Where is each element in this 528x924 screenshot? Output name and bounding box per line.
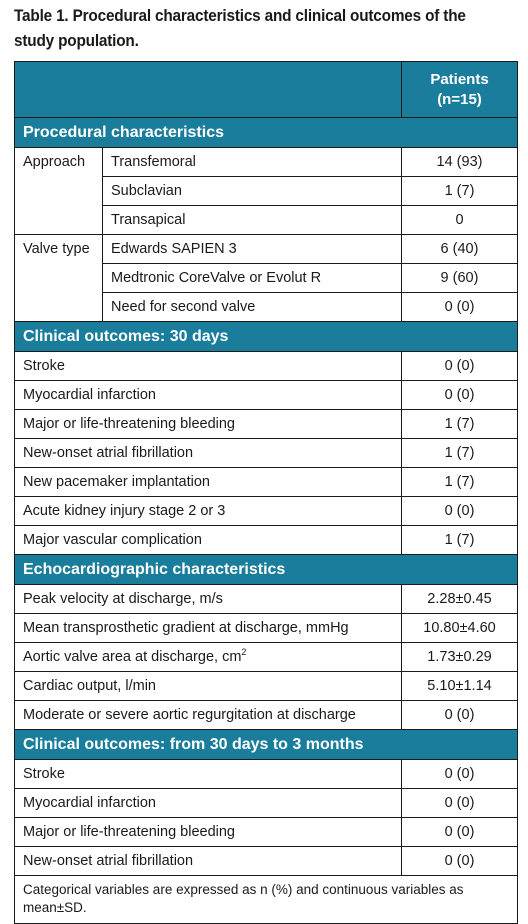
row-label: Peak velocity at discharge, m/s (14, 584, 402, 614)
patients-header-line1: Patients (430, 70, 489, 88)
table-row: Subclavian 1 (7) (15, 176, 518, 206)
row-value: 0 (0) (401, 351, 518, 381)
table-row: Myocardial infarction 0 (0) (14, 380, 518, 410)
patients-header-line2: (n=15) (437, 90, 482, 108)
row-label: Transfemoral (102, 147, 402, 177)
table-row: Major vascular complication 1 (7) (14, 525, 518, 555)
row-value: 0 (401, 205, 518, 235)
row-value: 0 (0) (401, 759, 518, 789)
table-row: Major or life-threatening bleeding 1 (7) (14, 409, 518, 439)
row-value: 0 (0) (401, 817, 518, 847)
table-caption: Table 1. Procedural characteristics and … (14, 7, 466, 50)
group-label-approach: Approach (14, 147, 103, 235)
section-title: Procedural characteristics (14, 117, 518, 148)
group-label-valve-type: Valve type (14, 234, 103, 322)
section-header-echocardiographic: Echocardiographic characteristics (14, 554, 518, 585)
row-label: New-onset atrial fibrillation (14, 846, 402, 876)
row-value: 0 (0) (401, 496, 518, 526)
row-label: Subclavian (102, 176, 402, 206)
row-value: 1 (7) (401, 438, 518, 468)
row-value: 1.73±0.29 (401, 642, 518, 672)
table-row: Major or life-threatening bleeding 0 (0) (14, 817, 518, 847)
row-value: 14 (93) (401, 147, 518, 177)
row-label: Major or life-threatening bleeding (14, 409, 402, 439)
patients-column-header: Patients (n=15) (401, 61, 518, 118)
row-value: 1 (7) (401, 409, 518, 439)
table-row: Aortic valve area at discharge, cm2 1.73… (14, 642, 518, 672)
section-header-outcomes-3-months: Clinical outcomes: from 30 days to 3 mon… (14, 729, 518, 760)
table-header-row: Patients (n=15) (14, 61, 518, 118)
table-row: Mean transprosthetic gradient at dischar… (14, 613, 518, 643)
table-row: Stroke 0 (0) (14, 759, 518, 789)
row-value: 9 (60) (401, 263, 518, 293)
row-label: Mean transprosthetic gradient at dischar… (14, 613, 402, 643)
section-title: Clinical outcomes: 30 days (14, 321, 518, 352)
row-value: 0 (0) (401, 380, 518, 410)
table-row: Stroke 0 (0) (14, 351, 518, 381)
row-label: Myocardial infarction (14, 788, 402, 818)
table-footnote: Categorical variables are expressed as n… (14, 875, 518, 924)
table-row: Myocardial infarction 0 (0) (14, 788, 518, 818)
table-row: New pacemaker implantation 1 (7) (14, 467, 518, 497)
table-row: Medtronic CoreValve or Evolut R 9 (60) (15, 263, 518, 293)
results-table: Patients (n=15) Procedural characteristi… (14, 61, 518, 924)
section-title: Clinical outcomes: from 30 days to 3 mon… (14, 729, 518, 760)
row-value: 1 (7) (401, 525, 518, 555)
row-label-with-unit: Aortic valve area at discharge, cm2 (14, 642, 402, 672)
row-value: 1 (7) (401, 176, 518, 206)
table-row: New-onset atrial fibrillation 1 (7) (14, 438, 518, 468)
row-value: 0 (0) (401, 846, 518, 876)
row-value: 6 (40) (401, 234, 518, 264)
row-label: Stroke (14, 759, 402, 789)
row-label: Medtronic CoreValve or Evolut R (102, 263, 402, 293)
section-header-outcomes-30-days: Clinical outcomes: 30 days (14, 321, 518, 352)
row-value: 2.28±0.45 (401, 584, 518, 614)
row-value: 0 (0) (401, 788, 518, 818)
table-row: Peak velocity at discharge, m/s 2.28±0.4… (14, 584, 518, 614)
row-label: Acute kidney injury stage 2 or 3 (14, 496, 402, 526)
row-label: Stroke (14, 351, 402, 381)
row-label: Major vascular complication (14, 525, 402, 555)
table-row: Need for second valve 0 (0) (15, 292, 518, 322)
table-row: Acute kidney injury stage 2 or 3 0 (0) (14, 496, 518, 526)
header-blank-cell (14, 61, 402, 118)
row-label: Aortic valve area at discharge, cm (23, 649, 242, 665)
row-label: Moderate or severe aortic regurgitation … (14, 700, 402, 730)
row-label: Need for second valve (102, 292, 402, 322)
section-title: Echocardiographic characteristics (14, 554, 518, 585)
row-label: Cardiac output, l/min (14, 671, 402, 701)
row-label: Edwards SAPIEN 3 (102, 234, 402, 264)
row-value: 0 (0) (401, 700, 518, 730)
row-label: Myocardial infarction (14, 380, 402, 410)
row-value: 0 (0) (401, 292, 518, 322)
row-value: 1 (7) (401, 467, 518, 497)
table-row: New-onset atrial fibrillation 0 (0) (14, 846, 518, 876)
row-value: 10.80±4.60 (401, 613, 518, 643)
row-label: Major or life-threatening bleeding (14, 817, 402, 847)
unit-superscript: 2 (241, 647, 247, 658)
footnote-row: Categorical variables are expressed as n… (14, 875, 518, 924)
table-row: Valve type Edwards SAPIEN 3 6 (40) (14, 234, 518, 322)
row-label: New pacemaker implantation (14, 467, 402, 497)
table-row: Approach Transfemoral 14 (93) (14, 147, 518, 235)
table-row: Cardiac output, l/min 5.10±1.14 (14, 671, 518, 701)
table-row: Moderate or severe aortic regurgitation … (14, 700, 518, 730)
row-value: 5.10±1.14 (401, 671, 518, 701)
row-label: New-onset atrial fibrillation (14, 438, 402, 468)
section-header-procedural: Procedural characteristics (14, 117, 518, 148)
row-label: Transapical (102, 205, 402, 235)
